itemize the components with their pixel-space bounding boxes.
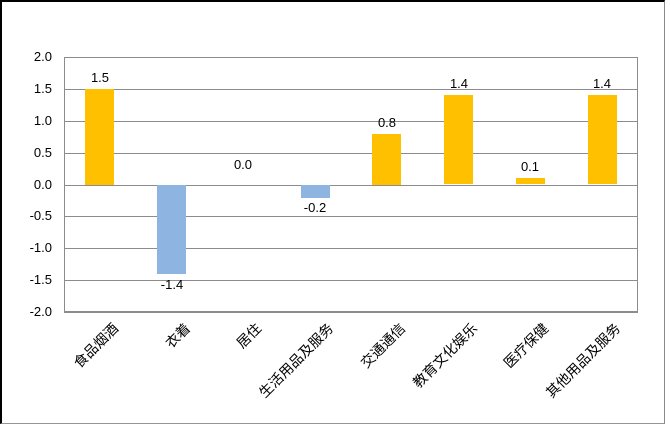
- bar-4: [301, 185, 330, 198]
- bar-6: [444, 95, 473, 184]
- bar-value-label: 0.1: [520, 159, 540, 174]
- plot-area: [64, 57, 638, 312]
- y-axis-tick-label: -1.0: [29, 240, 52, 255]
- y-axis-tick-label: 1.5: [33, 81, 52, 96]
- bar-1: [85, 89, 114, 185]
- bar-8: [588, 95, 617, 184]
- bar-value-label: 1.4: [449, 76, 469, 91]
- bar-value-label: 1.4: [592, 76, 612, 91]
- bar-2: [157, 185, 186, 274]
- y-axis-tick-label: 2.0: [33, 49, 52, 64]
- chart-frame: [0, 0, 665, 424]
- y-axis-tick-label: -1.5: [29, 272, 52, 287]
- bar-value-label: 1.5: [90, 70, 110, 85]
- bar-value-label: -1.4: [160, 277, 184, 292]
- y-axis-tick-label: 0.0: [33, 177, 52, 192]
- y-axis-tick-label: -2.0: [29, 304, 52, 319]
- y-axis-tick-label: -0.5: [29, 208, 52, 223]
- y-axis-tick-label: 1.0: [33, 113, 52, 128]
- bar-5: [372, 134, 401, 185]
- y-axis-tick-label: 0.5: [33, 145, 52, 160]
- bar-value-label: 0.8: [377, 115, 397, 130]
- bar-7: [516, 178, 545, 184]
- bar-value-label: -0.2: [303, 200, 327, 215]
- bar-value-label: 0.0: [233, 157, 253, 172]
